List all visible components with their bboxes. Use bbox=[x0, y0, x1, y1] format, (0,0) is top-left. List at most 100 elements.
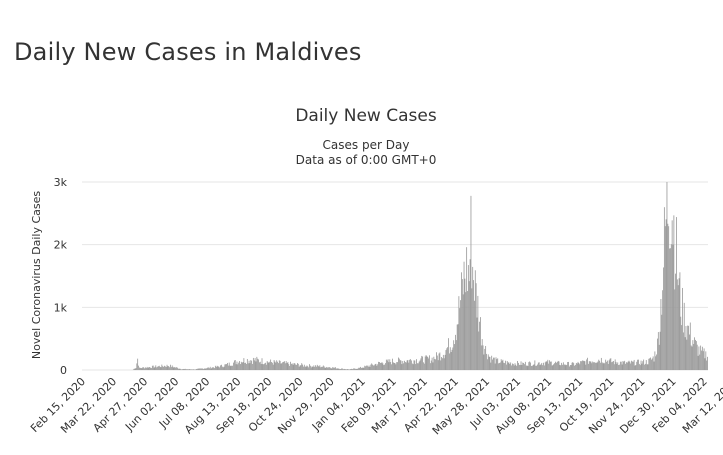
bar bbox=[385, 363, 386, 370]
bar bbox=[135, 368, 137, 370]
bar bbox=[499, 362, 501, 370]
bar bbox=[244, 363, 246, 370]
bar bbox=[684, 337, 686, 370]
bar bbox=[395, 364, 397, 370]
bar bbox=[360, 367, 362, 370]
bars bbox=[132, 182, 708, 370]
bar bbox=[667, 223, 669, 370]
bar bbox=[303, 364, 305, 370]
bar bbox=[233, 360, 235, 370]
bar bbox=[475, 283, 477, 370]
bar bbox=[640, 360, 642, 370]
bar bbox=[247, 363, 249, 370]
bar bbox=[673, 215, 675, 370]
bar bbox=[659, 331, 661, 370]
bar bbox=[284, 361, 285, 370]
bar bbox=[219, 367, 221, 370]
bar bbox=[676, 217, 677, 370]
bar bbox=[663, 267, 664, 370]
bar bbox=[188, 369, 190, 370]
bar bbox=[677, 285, 679, 370]
bar bbox=[352, 369, 354, 370]
bar bbox=[506, 361, 508, 370]
bar bbox=[632, 361, 633, 370]
bar bbox=[312, 366, 314, 370]
bar bbox=[144, 368, 145, 370]
bar bbox=[575, 362, 577, 370]
bar bbox=[446, 348, 448, 370]
bar bbox=[204, 368, 206, 370]
bar bbox=[223, 366, 225, 370]
bar bbox=[288, 364, 290, 370]
bar bbox=[165, 366, 167, 370]
bar bbox=[235, 364, 237, 370]
bar bbox=[518, 364, 520, 370]
bar bbox=[132, 369, 134, 370]
bar bbox=[461, 272, 462, 370]
bar bbox=[209, 366, 211, 370]
bar bbox=[166, 364, 168, 370]
bar bbox=[134, 368, 136, 370]
bar bbox=[547, 359, 549, 370]
bar bbox=[293, 363, 295, 370]
bar bbox=[228, 362, 230, 370]
bar bbox=[692, 340, 694, 370]
bar bbox=[591, 363, 593, 370]
bar bbox=[546, 361, 548, 370]
bar bbox=[492, 359, 493, 370]
bar bbox=[609, 358, 611, 370]
bar bbox=[237, 364, 239, 370]
bar bbox=[581, 360, 583, 370]
bar bbox=[524, 364, 525, 370]
bar bbox=[373, 365, 375, 370]
bar bbox=[518, 362, 519, 370]
bar bbox=[707, 356, 708, 370]
bar bbox=[686, 339, 688, 370]
bar bbox=[388, 362, 390, 370]
bar bbox=[216, 365, 218, 370]
bar bbox=[328, 367, 330, 370]
bar bbox=[453, 340, 455, 370]
bar bbox=[433, 356, 435, 370]
bar bbox=[254, 358, 256, 370]
bar bbox=[448, 338, 449, 370]
bar bbox=[490, 362, 492, 370]
bar bbox=[589, 361, 591, 370]
bar bbox=[287, 362, 289, 370]
bar bbox=[582, 360, 584, 370]
bar bbox=[693, 343, 695, 370]
bar bbox=[208, 367, 209, 370]
bar bbox=[484, 348, 486, 370]
bar bbox=[241, 362, 243, 370]
bar bbox=[306, 365, 308, 370]
bar bbox=[389, 359, 391, 370]
bar bbox=[602, 363, 604, 370]
bar bbox=[225, 364, 227, 370]
bar bbox=[208, 368, 210, 370]
bar bbox=[685, 326, 687, 370]
bar bbox=[432, 362, 434, 370]
bar bbox=[539, 365, 541, 370]
bar bbox=[457, 324, 459, 370]
bar bbox=[674, 289, 676, 370]
bar bbox=[581, 361, 582, 370]
bar bbox=[227, 362, 228, 370]
bar bbox=[630, 363, 632, 370]
bar bbox=[265, 364, 267, 370]
bar bbox=[396, 362, 398, 370]
bar bbox=[689, 322, 691, 370]
bar bbox=[569, 365, 571, 370]
bar bbox=[442, 354, 444, 370]
bar bbox=[182, 369, 183, 370]
bar bbox=[568, 361, 569, 370]
bar bbox=[681, 325, 683, 370]
bar bbox=[542, 365, 544, 370]
bar bbox=[631, 360, 632, 370]
bar bbox=[369, 366, 371, 370]
bar bbox=[701, 346, 703, 370]
bar bbox=[411, 363, 413, 370]
bar bbox=[578, 362, 580, 370]
bar bbox=[619, 364, 620, 370]
bar bbox=[481, 339, 483, 370]
